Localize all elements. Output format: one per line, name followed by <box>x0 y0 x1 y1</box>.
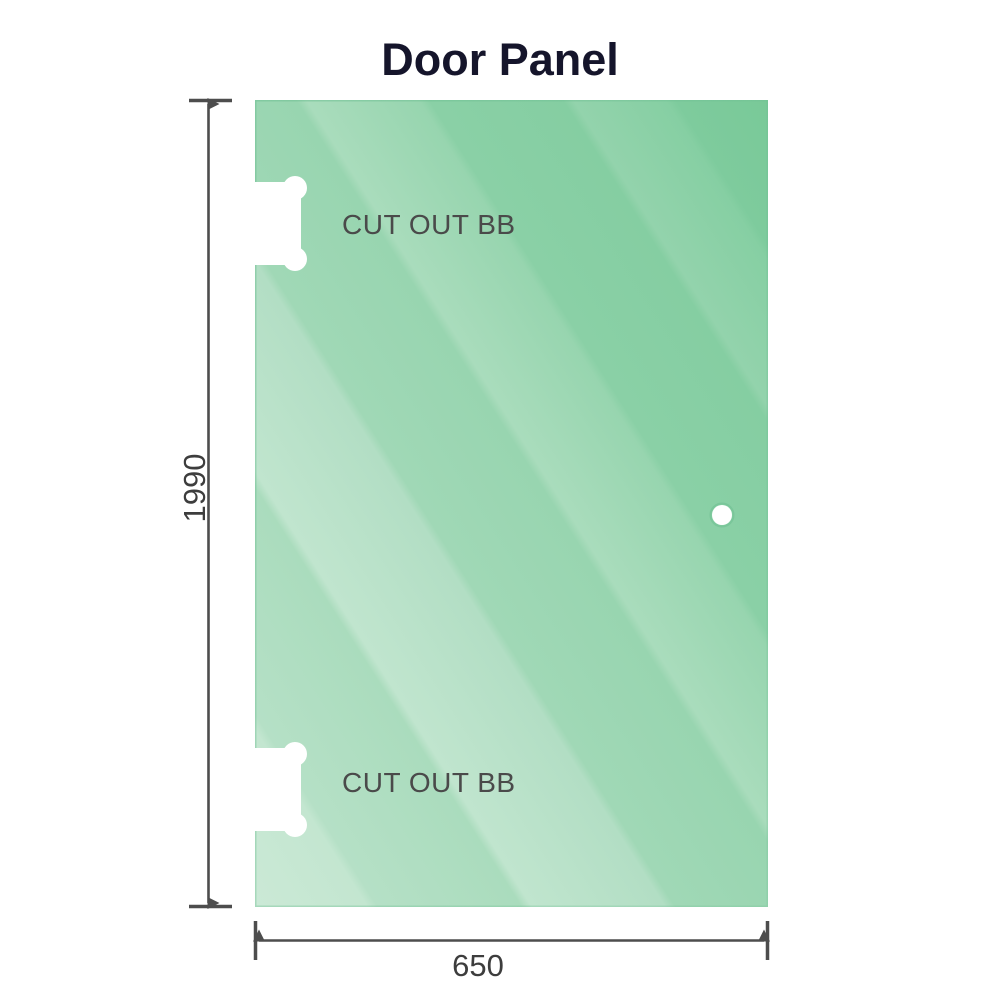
height-dimension-label: 1990 <box>177 453 212 523</box>
width-dimension-label: 650 <box>452 948 504 983</box>
page-title: Door Panel <box>381 34 619 85</box>
glass-door-panel <box>255 100 768 907</box>
glass-body <box>255 100 768 907</box>
handle-hole-ring <box>709 502 735 528</box>
glass-panel-graphic <box>255 100 768 907</box>
cutout-label-top: CUT OUT BB <box>342 209 516 240</box>
cutout-label-bottom: CUT OUT BB <box>342 767 516 798</box>
